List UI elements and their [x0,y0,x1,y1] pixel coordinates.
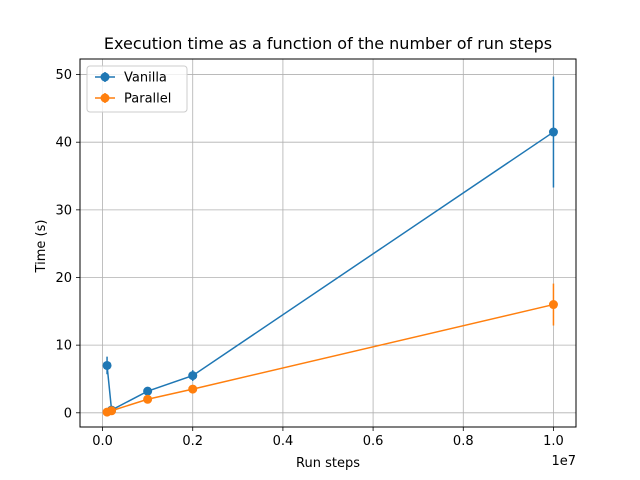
legend: Vanilla Parallel [86,65,188,113]
x-tick-label: 1.0 [543,434,564,449]
plot-frame [79,58,577,428]
vanilla-data-point [188,371,198,381]
x-offset-label: 1e7 [551,454,576,469]
y-tick-label: 40 [55,136,72,151]
y-axis-label: Time (s) [34,220,49,274]
y-tick-label: 30 [55,203,72,218]
legend-vanilla-marker [100,72,110,82]
x-tick-label: 0.8 [453,434,474,449]
x-tick-label: 0.0 [92,434,113,449]
y-tick-label: 20 [55,271,72,286]
vanilla-data-point [548,127,558,137]
y-tick-label: 0 [64,406,72,421]
chart-title: Execution time as a function of the numb… [104,34,552,53]
parallel-data-point [548,300,558,310]
x-tick-label: 0.6 [363,434,384,449]
legend-parallel-marker [100,93,110,103]
parallel-data-point [143,394,153,404]
vanilla-data-point [143,386,153,396]
y-tick-label: 10 [55,339,72,354]
x-tick-label: 0.2 [182,434,203,449]
legend-vanilla-label: Vanilla [124,71,167,86]
series-layer [102,76,558,417]
parallel-data-point [107,406,117,416]
ticks: 0.0 0.2 0.4 0.6 0.8 1.0 0 10 20 30 40 50 [55,68,563,449]
y-tick-label: 50 [55,68,72,83]
grid [80,59,576,427]
x-axis-label: Run steps [296,456,360,471]
legend-parallel-label: Parallel [124,92,171,107]
parallel-data-point [188,384,198,394]
vanilla-data-point [102,360,112,370]
x-tick-label: 0.4 [273,434,294,449]
